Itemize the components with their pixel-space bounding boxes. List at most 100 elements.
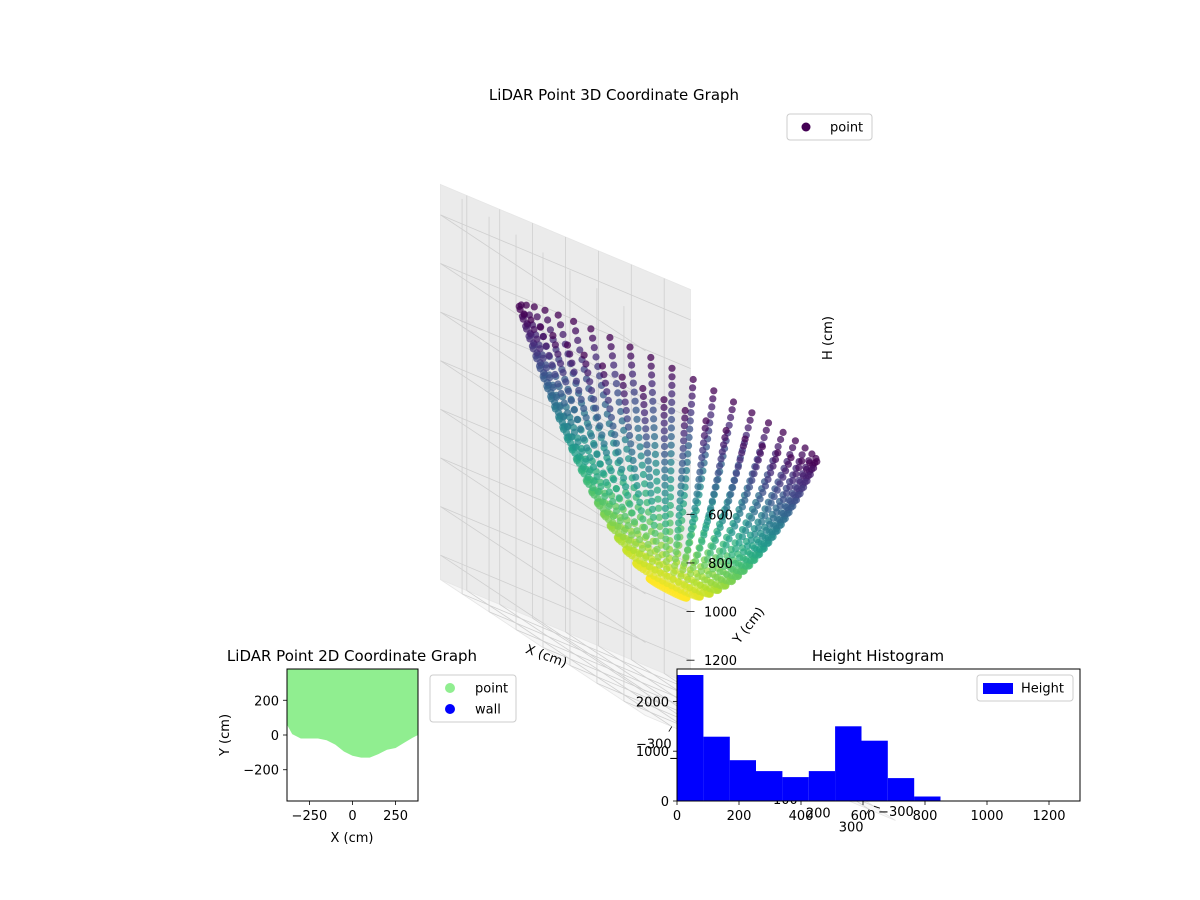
chart-3d-point [622, 483, 630, 491]
chart-3d-point [645, 563, 654, 571]
chart-3d-point [582, 360, 590, 368]
histogram-bars [677, 675, 941, 801]
chart-3d-point [784, 460, 793, 468]
chart-3d-point [694, 551, 702, 559]
chart-3d-point [642, 554, 650, 562]
chart-3d-point [725, 497, 733, 505]
chart-3d-point [621, 398, 629, 406]
chart-3d-point [677, 474, 686, 482]
chart-3d-point [681, 406, 689, 415]
chart-3d-point [648, 371, 656, 379]
chart-3d-legend-label: point [830, 121, 863, 136]
chart-3d-point [737, 561, 746, 569]
chart-3d-point [549, 332, 557, 340]
chart-3d-point [615, 494, 623, 502]
chart-3d-point [739, 442, 748, 450]
chart-3d-point [609, 519, 617, 527]
chart-3d-point [657, 569, 665, 577]
chart-3d-point [740, 548, 748, 556]
chart-3d-point [630, 518, 639, 526]
chart-3d-point [742, 527, 750, 535]
chart-3d-point [641, 417, 649, 425]
chart-2d-x-tick-label: 0 [348, 809, 356, 824]
chart-3d-point [570, 317, 578, 325]
chart-3d-point [680, 581, 689, 589]
chart-3d-point [601, 379, 610, 387]
histogram-legend: Height [976, 674, 1074, 702]
chart-3d-point [662, 527, 670, 536]
chart-3d-point [769, 462, 777, 470]
chart-3d-point [562, 378, 570, 386]
chart-3d-point [693, 490, 701, 498]
chart-3d-point [643, 449, 652, 457]
chart-3d-point [718, 517, 727, 525]
chart-3d-point [738, 449, 746, 457]
chart-2d-y-tick-label: −200 [243, 764, 279, 779]
chart-3d-point [577, 395, 585, 403]
chart-3d-point [541, 306, 549, 314]
chart-3d-point [720, 562, 728, 570]
chart-3d-point [703, 555, 712, 563]
chart-3d-point [679, 444, 687, 452]
chart-3d-point [696, 468, 704, 476]
chart-3d-point [660, 442, 669, 451]
chart-3d-point [530, 303, 538, 311]
chart-3d-point [705, 570, 713, 579]
chart-3d-point [685, 539, 693, 547]
chart-3d-point [654, 495, 662, 503]
chart-3d-point [729, 483, 737, 491]
chart-3d-point [727, 413, 735, 422]
chart-3d-point [590, 344, 598, 352]
chart-3d-point [527, 316, 535, 324]
chart-3d-point [536, 345, 544, 353]
chart-3d-point [801, 444, 809, 452]
chart-3d-grid-line [440, 214, 691, 321]
chart-3d-point [725, 421, 733, 429]
chart-3d-point [677, 489, 685, 497]
chart-3d-point [777, 435, 785, 444]
chart-3d-point [655, 504, 663, 512]
chart-3d-point [760, 539, 768, 548]
chart-3d-grid-line [440, 263, 646, 400]
chart-3d-point [722, 570, 731, 578]
chart-3d-point [570, 368, 578, 376]
chart-3d-point [748, 476, 756, 484]
chart-3d-point [689, 563, 697, 572]
chart-3d-x-tick-label: 300 [839, 820, 864, 835]
chart-3d-point [653, 477, 661, 485]
chart-3d-point [612, 485, 621, 493]
chart-3d-point [605, 458, 613, 466]
chart-3d-point [662, 543, 670, 551]
chart-3d-point [651, 529, 659, 537]
chart-3d-point [583, 444, 591, 452]
chart-3d-point [722, 426, 730, 435]
histogram-x-tick-label: 200 [727, 809, 752, 824]
chart-2d-legend-marker-wall [445, 704, 455, 714]
chart-3d-point [691, 592, 699, 600]
chart-3d-point [798, 457, 806, 465]
chart-3d-point [610, 476, 618, 484]
histogram-bar [729, 760, 756, 801]
chart-3d-point [707, 411, 715, 419]
histogram-bar [914, 796, 941, 801]
chart-3d-point [598, 431, 606, 439]
chart-3d-point [713, 476, 721, 484]
chart-3d-point [634, 424, 642, 432]
chart-3d-point [694, 573, 702, 581]
chart-3d-point [712, 573, 720, 581]
chart-3d-point [650, 415, 658, 423]
chart-3d-point [637, 452, 645, 460]
chart-3d-point [754, 538, 763, 546]
chart-3d-x-tick-label: 200 [806, 807, 831, 822]
chart-3d-point [551, 341, 560, 349]
chart-3d-point [758, 532, 767, 541]
chart-3d-point [771, 455, 780, 464]
chart-3d-point [792, 470, 800, 478]
chart-3d-point [776, 516, 784, 524]
chart-3d-point [530, 325, 538, 334]
histogram-bar [703, 736, 730, 801]
chart-3d-point [667, 441, 675, 449]
chart-3d-point [667, 484, 675, 492]
chart-3d-x-tick-mark [865, 809, 870, 815]
chart-3d-point [703, 518, 712, 526]
